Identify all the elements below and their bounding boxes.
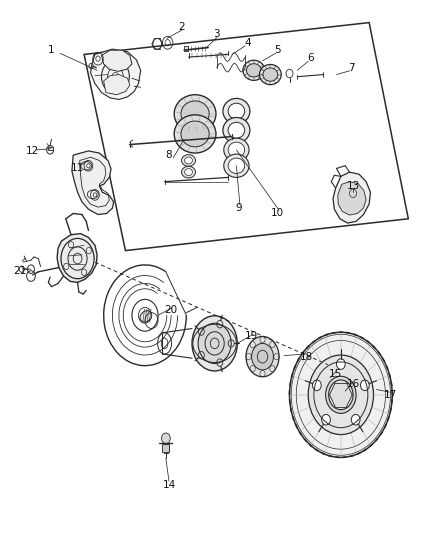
Ellipse shape xyxy=(224,154,249,177)
Ellipse shape xyxy=(182,155,195,166)
Text: 5: 5 xyxy=(275,45,281,55)
Circle shape xyxy=(198,323,231,364)
Ellipse shape xyxy=(185,168,192,175)
Text: 9: 9 xyxy=(235,203,242,213)
Ellipse shape xyxy=(228,158,245,173)
Ellipse shape xyxy=(259,64,281,85)
Ellipse shape xyxy=(228,122,245,138)
Text: 11: 11 xyxy=(71,164,84,173)
Text: 10: 10 xyxy=(271,208,284,219)
Text: 15: 15 xyxy=(329,369,342,378)
Circle shape xyxy=(290,332,392,457)
Ellipse shape xyxy=(181,121,209,147)
Ellipse shape xyxy=(174,115,216,153)
Circle shape xyxy=(308,355,374,434)
Text: 7: 7 xyxy=(349,63,355,72)
Text: 12: 12 xyxy=(26,146,39,156)
Polygon shape xyxy=(47,147,53,150)
Circle shape xyxy=(325,376,356,414)
Text: 8: 8 xyxy=(166,150,172,160)
Text: 3: 3 xyxy=(213,29,220,39)
Text: 16: 16 xyxy=(346,379,360,389)
Polygon shape xyxy=(338,182,366,215)
Ellipse shape xyxy=(263,68,278,81)
Circle shape xyxy=(252,343,273,370)
Circle shape xyxy=(328,380,353,410)
Text: 2: 2 xyxy=(179,22,185,32)
Ellipse shape xyxy=(243,60,265,80)
Text: 17: 17 xyxy=(384,390,398,400)
Circle shape xyxy=(192,316,237,371)
Ellipse shape xyxy=(223,99,250,124)
Circle shape xyxy=(360,380,369,391)
Polygon shape xyxy=(104,75,130,95)
Polygon shape xyxy=(333,172,371,223)
Circle shape xyxy=(321,414,330,425)
Ellipse shape xyxy=(140,311,152,322)
Circle shape xyxy=(246,336,279,377)
Ellipse shape xyxy=(228,142,245,158)
Text: 19: 19 xyxy=(245,332,258,342)
Polygon shape xyxy=(162,443,170,452)
Polygon shape xyxy=(57,233,97,282)
Polygon shape xyxy=(72,151,114,215)
Polygon shape xyxy=(102,50,132,71)
Text: 13: 13 xyxy=(346,181,360,191)
Text: 21: 21 xyxy=(13,266,26,276)
Polygon shape xyxy=(91,49,141,100)
Ellipse shape xyxy=(223,117,250,143)
Ellipse shape xyxy=(174,95,216,133)
Ellipse shape xyxy=(224,138,249,161)
Text: 20: 20 xyxy=(165,305,178,315)
Text: 1: 1 xyxy=(48,45,55,55)
Polygon shape xyxy=(184,46,187,51)
Circle shape xyxy=(312,380,321,391)
Circle shape xyxy=(336,359,345,369)
Text: 4: 4 xyxy=(244,38,251,48)
Circle shape xyxy=(351,414,360,425)
Ellipse shape xyxy=(181,101,209,127)
Circle shape xyxy=(162,433,170,443)
Text: 6: 6 xyxy=(307,53,314,63)
Text: 14: 14 xyxy=(162,480,176,490)
Text: 18: 18 xyxy=(300,352,313,361)
Ellipse shape xyxy=(185,157,192,164)
Ellipse shape xyxy=(247,63,261,77)
Ellipse shape xyxy=(182,166,195,178)
Ellipse shape xyxy=(228,103,245,119)
